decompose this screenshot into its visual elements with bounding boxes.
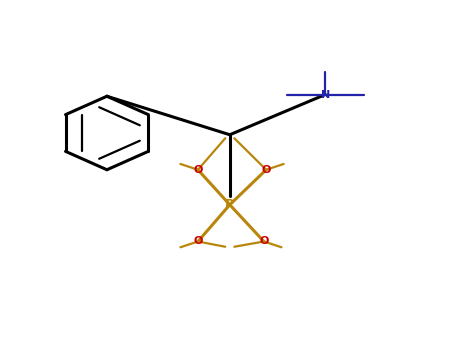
Text: N: N	[321, 90, 330, 99]
Text: O: O	[262, 165, 271, 175]
Text: O: O	[259, 237, 268, 246]
Text: O: O	[193, 237, 202, 246]
Text: P: P	[225, 198, 234, 211]
Text: O: O	[193, 165, 202, 175]
